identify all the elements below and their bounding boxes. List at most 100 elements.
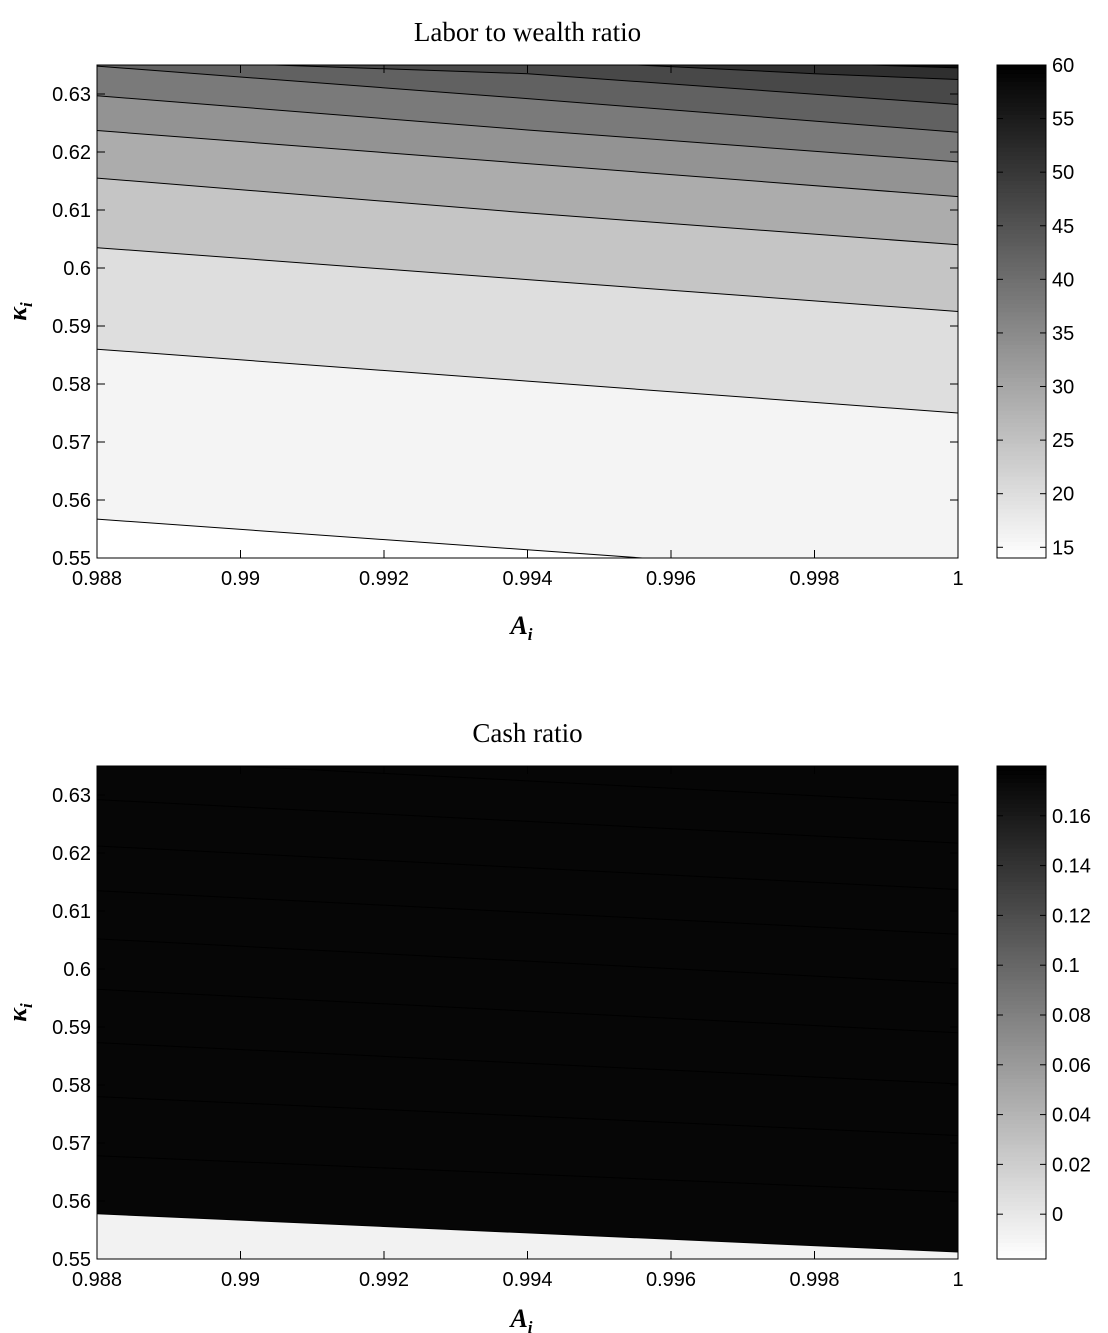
colorbar-segment bbox=[997, 926, 1046, 931]
colorbar-segment bbox=[997, 901, 1046, 907]
colorbar-segment bbox=[997, 979, 1046, 985]
colorbar-segment bbox=[997, 942, 1046, 948]
colorbar-segment bbox=[997, 188, 1046, 193]
colorbar-segment bbox=[997, 1222, 1046, 1227]
colorbar-segment bbox=[997, 1143, 1046, 1149]
colorbar-segment bbox=[997, 204, 1046, 210]
colorbar-segment bbox=[997, 106, 1046, 111]
colorbar-segment bbox=[997, 1074, 1046, 1079]
colorbar-segment bbox=[997, 1148, 1046, 1153]
x-tick-label: 1 bbox=[952, 1269, 963, 1291]
colorbar-segment bbox=[997, 130, 1046, 136]
contour-line bbox=[97, 1096, 958, 1136]
colorbar-segment bbox=[997, 545, 1046, 551]
colorbar-segment bbox=[997, 553, 1046, 559]
colorbar-segment bbox=[997, 467, 1046, 473]
y-axis-label: κi bbox=[3, 302, 36, 321]
x-tick-label: 0.996 bbox=[646, 1269, 696, 1291]
colorbar-segment bbox=[997, 885, 1046, 890]
colorbar-segment bbox=[997, 1139, 1046, 1145]
colorbar-segment bbox=[997, 1012, 1046, 1018]
colorbar-segment bbox=[997, 1127, 1046, 1133]
colorbar-segment bbox=[997, 369, 1046, 374]
colorbar-segment bbox=[997, 549, 1046, 555]
y-axis-label-main: κ bbox=[3, 306, 32, 321]
colorbar-segment bbox=[997, 262, 1046, 267]
x-tick-label: 0.99 bbox=[221, 1269, 260, 1291]
colorbar-segment bbox=[997, 110, 1046, 115]
colorbar-segment bbox=[997, 217, 1046, 222]
colorbar-segment bbox=[997, 774, 1046, 779]
colorbar-segment bbox=[997, 930, 1046, 936]
colorbar-segment bbox=[997, 823, 1046, 829]
colorbar-segment bbox=[997, 1160, 1046, 1166]
y-tick-label: 0.57 bbox=[52, 432, 91, 454]
colorbar-segment bbox=[997, 1082, 1046, 1088]
colorbar-segment bbox=[997, 991, 1046, 997]
colorbar-segment bbox=[997, 393, 1046, 399]
colorbar-segment bbox=[997, 101, 1046, 107]
colorbar-segment bbox=[997, 315, 1046, 321]
colorbar-segment bbox=[997, 434, 1046, 440]
colorbar-segment bbox=[997, 229, 1046, 235]
colorbar-segment bbox=[997, 529, 1046, 534]
colorbar-tick-label: 0 bbox=[1052, 1204, 1063, 1226]
y-tick-label: 0.59 bbox=[52, 1017, 91, 1039]
colorbar-segment bbox=[997, 307, 1046, 313]
colorbar-segment bbox=[997, 479, 1046, 485]
colorbar-segment bbox=[997, 303, 1046, 308]
colorbar-tick-label: 50 bbox=[1052, 162, 1074, 184]
colorbar-segment bbox=[997, 1135, 1046, 1141]
colorbar-segment bbox=[997, 1045, 1046, 1051]
colorbar-segment bbox=[997, 253, 1046, 259]
colorbar-segment bbox=[997, 459, 1046, 465]
colorbar-segment bbox=[997, 348, 1046, 354]
plot-area bbox=[97, 65, 958, 558]
colorbar-segment bbox=[997, 525, 1046, 530]
colorbar-segment bbox=[997, 496, 1046, 502]
x-tick-label: 0.992 bbox=[359, 568, 409, 590]
colorbar-segment bbox=[997, 151, 1046, 156]
colorbar-tick-label: 40 bbox=[1052, 269, 1074, 291]
colorbar-segment bbox=[997, 770, 1046, 775]
colorbar-segment bbox=[997, 504, 1046, 510]
x-tick-label: 0.988 bbox=[72, 568, 122, 590]
y-tick-label: 0.56 bbox=[52, 1191, 91, 1213]
colorbar-segment bbox=[997, 1234, 1046, 1240]
colorbar-segment bbox=[997, 373, 1046, 378]
colorbar-segment bbox=[997, 905, 1046, 911]
colorbar-segment bbox=[997, 336, 1046, 341]
colorbar-segment bbox=[997, 1180, 1046, 1186]
colorbar-segment bbox=[997, 208, 1046, 214]
x-axis-label-main: A bbox=[508, 611, 527, 640]
x-axis-label-subscript: i bbox=[528, 625, 533, 644]
colorbar-segment bbox=[997, 266, 1046, 272]
colorbar-segment bbox=[997, 237, 1046, 243]
colorbar-segment bbox=[997, 1176, 1046, 1182]
colorbar-segment bbox=[997, 802, 1046, 808]
colorbar-segment bbox=[997, 455, 1046, 460]
y-axis-label-subscript: i bbox=[17, 1003, 36, 1008]
x-tick-label: 0.99 bbox=[221, 568, 260, 590]
colorbar-segment bbox=[997, 938, 1046, 944]
colorbar-segment bbox=[997, 766, 1046, 771]
colorbar-segment bbox=[997, 860, 1046, 866]
colorbar-segment bbox=[997, 537, 1046, 543]
colorbar-tick-label: 0.06 bbox=[1052, 1055, 1091, 1077]
colorbar-segment bbox=[997, 233, 1046, 239]
colorbar-tick-label: 0.14 bbox=[1052, 856, 1091, 878]
colorbar-segment bbox=[997, 872, 1046, 878]
colorbar-segment bbox=[997, 1057, 1046, 1063]
colorbar-segment bbox=[997, 1230, 1046, 1235]
colorbar-segment bbox=[997, 344, 1046, 350]
colorbar-segment bbox=[997, 835, 1046, 841]
colorbar-segment bbox=[997, 1070, 1046, 1075]
chart-2: 0.988 0.99 0.992 0.994 0.996 0.998 1 0.55 0.56 0.… bbox=[3, 718, 1091, 1333]
y-tick-label: 0.55 bbox=[52, 1249, 91, 1271]
colorbar-segment bbox=[997, 778, 1046, 784]
chart-1: 0.988 0.99 0.992 0.994 0.996 0.998 1 0.55 0.56 0.… bbox=[3, 17, 1074, 644]
contour-line bbox=[259, 65, 958, 105]
colorbar-segment bbox=[997, 946, 1046, 952]
colorbar-segment bbox=[997, 299, 1046, 304]
x-axis-label: Ai bbox=[508, 1304, 532, 1333]
